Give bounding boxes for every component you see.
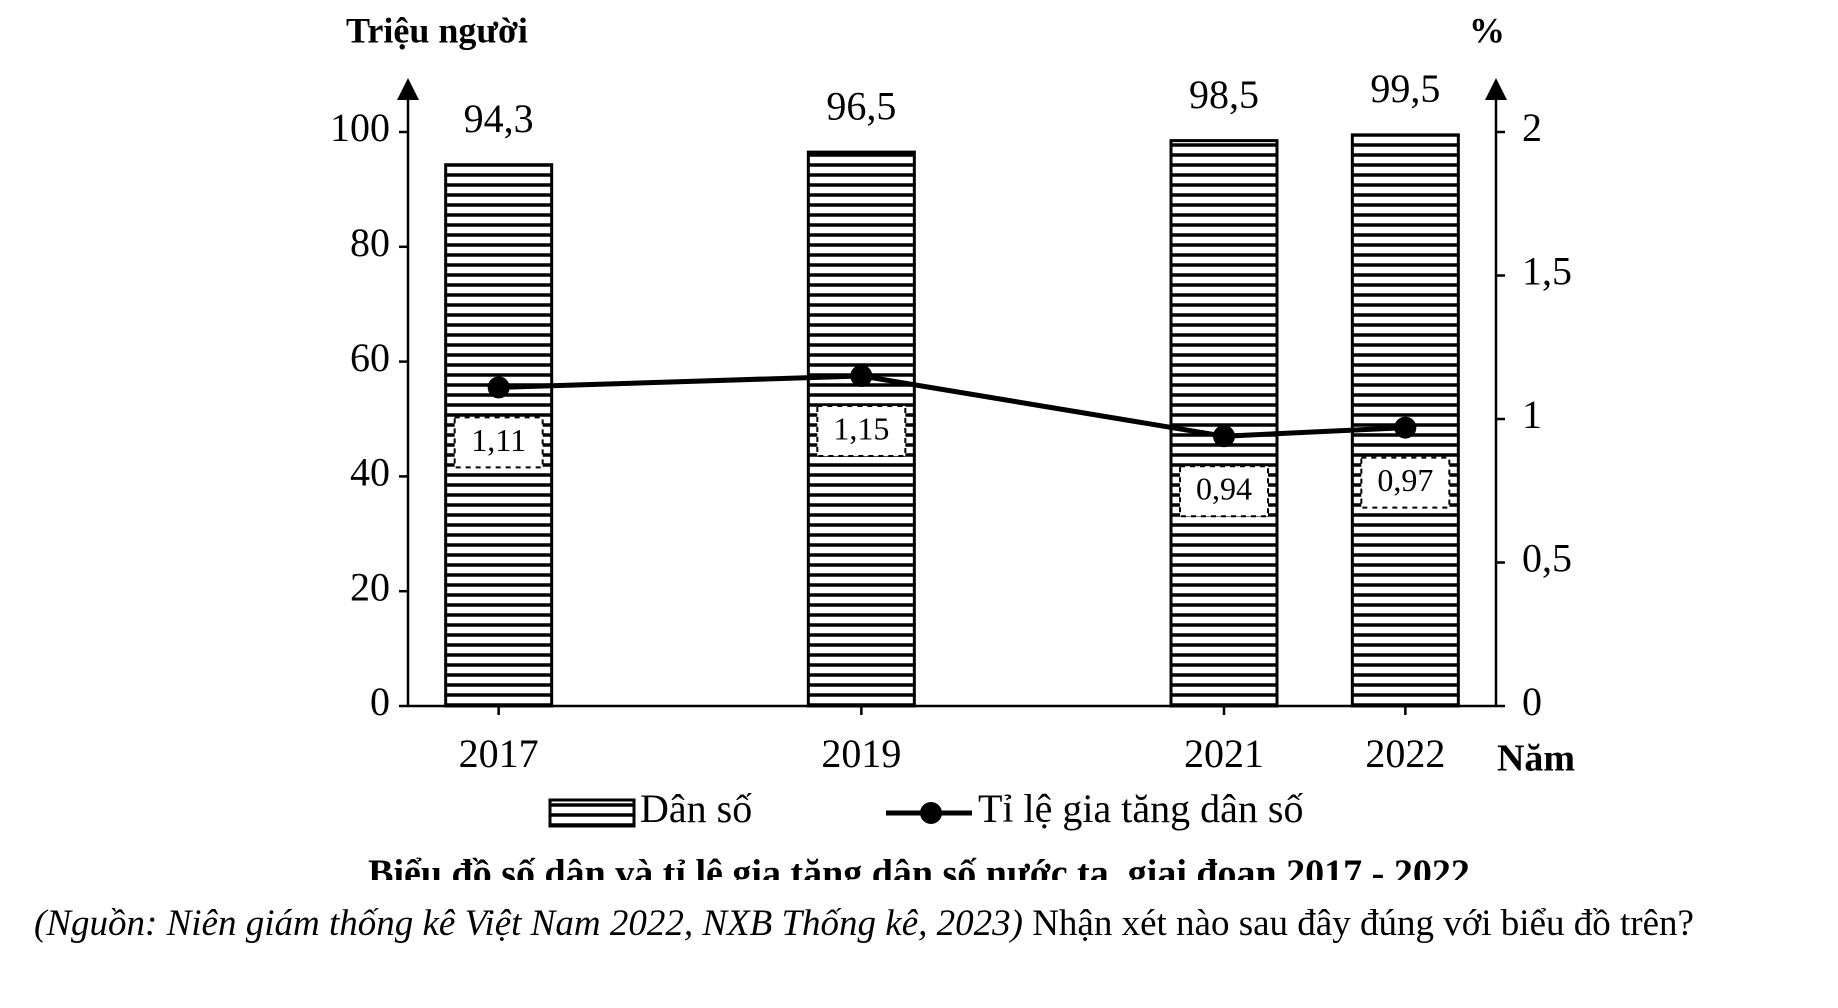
question: Nhận xét nào sau đây đúng với biểu đồ tr… xyxy=(1032,903,1694,944)
line-point xyxy=(850,364,873,387)
line-value-label: 0,97 xyxy=(1377,462,1433,498)
line-point xyxy=(1213,425,1235,448)
bar xyxy=(1169,139,1279,708)
y-tick-label: 60 xyxy=(350,335,390,380)
x-axis-title: Năm xyxy=(1497,738,1575,780)
y-tick-label: 0 xyxy=(370,679,390,724)
y2-tick-label: 0 xyxy=(1522,679,1542,724)
value-label-box xyxy=(816,404,907,457)
value-label-box xyxy=(1360,456,1451,509)
bar-value-label: 96,5 xyxy=(826,83,896,128)
y2-tick-label: 1 xyxy=(1522,392,1542,437)
legend-label: Dân số xyxy=(640,786,752,831)
y-tick-label: 80 xyxy=(350,220,390,265)
x-tick-label: 2019 xyxy=(821,731,901,776)
y-tick-label: 20 xyxy=(350,564,390,609)
bar-value-label: 94,3 xyxy=(464,96,534,141)
legend-label: Tỉ lệ gia tăng dân số xyxy=(978,786,1303,831)
source-text: (Nguồn: Niên giám thống kê Việt Nam 2022… xyxy=(34,900,1824,948)
source: (Nguồn: Niên giám thống kê Việt Nam 2022… xyxy=(34,903,1023,944)
bar-value-label: 99,5 xyxy=(1370,66,1440,111)
y-tick-label: 40 xyxy=(350,450,390,495)
bar-value-label: 98,5 xyxy=(1189,72,1259,117)
chart-title: Biểu đồ số dân và tỉ lệ gia tăng dân số … xyxy=(368,853,1470,880)
y-axis-arrow xyxy=(397,78,419,100)
line xyxy=(498,373,1406,439)
line-value-label: 0,94 xyxy=(1196,471,1252,507)
value-label-box xyxy=(453,416,544,469)
x-tick-label: 2017 xyxy=(459,731,539,776)
line-value-label: 1,15 xyxy=(833,410,889,446)
legend-marker xyxy=(920,802,942,824)
value-label-box xyxy=(1179,465,1269,518)
y2-tick-label: 2 xyxy=(1522,105,1542,150)
x-tick-label: 2021 xyxy=(1184,731,1264,776)
y2-axis-title: % xyxy=(1469,10,1505,50)
chart: Triệu người % Năm Biểu đồ số dân và tỉ l… xyxy=(330,10,1575,894)
y2-tick-label: 0,5 xyxy=(1522,536,1572,581)
y-axis-title: Triệu người xyxy=(346,10,528,50)
line-point xyxy=(1394,416,1417,439)
x-tick-label: 2022 xyxy=(1365,731,1445,776)
line-point xyxy=(487,376,510,399)
line-value-label: 1,11 xyxy=(471,422,526,458)
y2-axis-arrow xyxy=(1485,78,1507,100)
y-tick-label: 100 xyxy=(330,105,390,150)
y2-tick-label: 1,5 xyxy=(1522,249,1572,294)
legend-swatch xyxy=(548,798,636,828)
